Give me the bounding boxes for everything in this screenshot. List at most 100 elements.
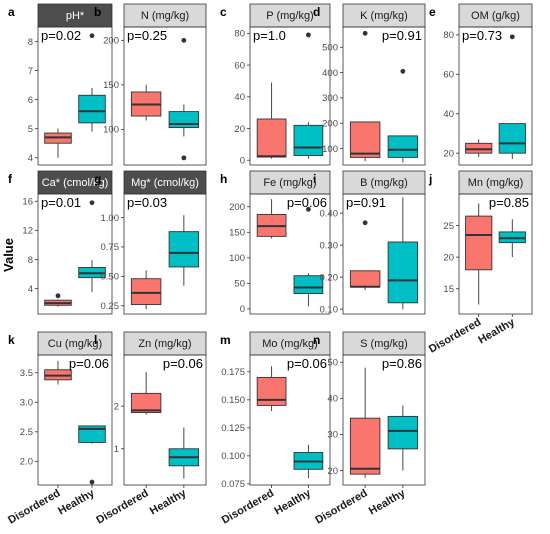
- panel-title-g: Mg* (cmol/kg): [131, 177, 199, 189]
- p-value-f: p=0.01: [41, 195, 81, 210]
- y-tick-label-n: 30: [327, 430, 338, 441]
- p-value-n: p=0.86: [382, 356, 422, 371]
- panel-border-f: [37, 193, 113, 315]
- y-tick-label-c: 40: [234, 92, 245, 103]
- outlier-i-disordered: [362, 220, 368, 226]
- outlier-d-disordered: [362, 30, 368, 36]
- panel-title-a: pH*: [66, 10, 85, 22]
- y-tick-label-k: 3.5: [20, 368, 33, 379]
- panel-c: P (mg/kg) c 0 20 40 60 80 p=1.0: [220, 3, 331, 167]
- x-label-n-disordered: Disordered: [313, 487, 369, 526]
- panel-title-c: P (mg/kg): [266, 10, 313, 22]
- panel-title-n: S (mg/kg): [360, 338, 408, 350]
- p-value-c: p=1.0: [253, 28, 286, 43]
- panel-letter-i: i: [313, 172, 316, 186]
- y-tick-label-m: 0.075: [221, 479, 245, 490]
- p-value-d: p=0.91: [382, 28, 422, 43]
- panel-k: Cu (mg/kg) k 2.0 2.5 3.0 3.5 p=0.06 DisorderedH…: [6, 331, 113, 527]
- box-d-disordered: [349, 121, 381, 158]
- box-i-healthy: [387, 241, 419, 304]
- outlier-f-disordered: [55, 293, 61, 299]
- outlier-c-healthy: [306, 32, 311, 38]
- y-tick-label-h: 50: [234, 279, 245, 290]
- box-c-healthy: [293, 124, 324, 156]
- panel-title-k: Cu (mg/kg): [48, 338, 102, 350]
- box-c-disordered: [256, 118, 287, 158]
- panel-letter-g: g: [94, 172, 101, 186]
- panel-border-m: [249, 354, 331, 486]
- box-g-healthy: [168, 231, 200, 268]
- panel-letter-j: j: [428, 172, 432, 186]
- panel-border-k: [37, 354, 113, 486]
- x-label-n-healthy: Healthy: [367, 487, 408, 518]
- outlier-b-healthy: [181, 155, 187, 161]
- y-axis-title: Value: [1, 238, 16, 272]
- p-value-e: p=0.73: [462, 28, 502, 43]
- panel-title-i: B (mg/kg): [360, 177, 408, 189]
- box-b-healthy: [168, 111, 200, 129]
- y-tick-label-f: 16: [22, 197, 33, 208]
- y-tick-label-m: 0.125: [221, 423, 245, 434]
- y-tick-label-e: 40: [443, 109, 454, 120]
- x-label-k-disordered: Disordered: [6, 487, 62, 526]
- panel-border-l: [123, 354, 207, 486]
- y-tick-label-k: 3.0: [20, 398, 33, 409]
- box-n-disordered: [349, 417, 381, 475]
- panel-border-n: [342, 354, 426, 486]
- panel-border-g: [123, 193, 207, 315]
- y-tick-label-b: 200: [103, 36, 119, 47]
- y-tick-label-c: 20: [234, 124, 245, 135]
- panel-letter-f: f: [8, 172, 13, 186]
- y-tick-label-m: 0.175: [221, 367, 245, 378]
- panel-border-c: [249, 26, 331, 166]
- y-tick-label-d: 400: [322, 68, 338, 79]
- y-tick-label-n: 40: [327, 394, 338, 405]
- y-tick-label-i: 0.10: [320, 305, 339, 316]
- y-tick-label-a: 7: [28, 66, 33, 77]
- y-tick-label-k: 2.5: [20, 427, 33, 438]
- box-i-disordered: [349, 270, 381, 288]
- y-tick-label-e: 20: [443, 148, 454, 159]
- panel-letter-e: e: [429, 5, 436, 19]
- x-label-j-healthy: Healthy: [476, 316, 517, 347]
- panel-i: B (mg/kg) i 0.10 0.20 0.30 0.40 p=0.91: [313, 170, 426, 316]
- y-tick-label-b: 100: [103, 125, 119, 136]
- box-h-healthy: [293, 275, 324, 295]
- panel-d: K (mg/kg) d 100 200 300 400 500 p=0.91: [313, 3, 426, 166]
- panel-letter-h: h: [220, 172, 227, 186]
- outlier-k-healthy: [89, 479, 95, 485]
- y-tick-label-j: 25: [443, 221, 454, 232]
- panel-n: S (mg/kg) n 20 30 40 50 p=0.86 DisorderedHealth…: [313, 331, 426, 527]
- panel-letter-n: n: [313, 333, 320, 347]
- y-tick-label-f: 8: [28, 255, 33, 266]
- y-tick-label-l: 2: [114, 401, 119, 412]
- panel-border-b: [123, 26, 207, 166]
- y-tick-label-a: 5: [28, 124, 33, 135]
- panel-letter-d: d: [313, 5, 320, 19]
- panel-border-e: [458, 26, 533, 166]
- outlier-d-healthy: [400, 68, 406, 74]
- panel-title-f: Ca* (cmol/kg): [42, 177, 109, 189]
- y-tick-label-l: 1: [114, 444, 119, 455]
- y-tick-label-a: 6: [28, 95, 33, 106]
- outlier-a-healthy: [89, 33, 95, 39]
- panel-title-d: K (mg/kg): [360, 10, 408, 22]
- p-value-h: p=0.06: [287, 195, 327, 210]
- box-n-healthy: [387, 415, 419, 450]
- panel-border-d: [342, 26, 426, 166]
- panel-h: Fe (mg/kg) h 0 50 100 150 200 p=0.06: [220, 170, 331, 315]
- panel-title-b: N (mg/kg): [141, 10, 189, 22]
- x-label-j-disordered: Disordered: [427, 316, 483, 355]
- panel-letter-l: l: [94, 333, 97, 347]
- y-tick-label-h: 200: [229, 202, 245, 213]
- p-value-b: p=0.25: [127, 28, 167, 43]
- y-tick-label-i: 0.30: [320, 241, 339, 252]
- x-label-m-disordered: Disordered: [220, 487, 276, 526]
- y-tick-label-k: 2.0: [20, 457, 33, 468]
- y-tick-label-d: 100: [322, 144, 338, 155]
- p-value-l: p=0.06: [163, 356, 203, 371]
- p-value-j: p=0.85: [489, 195, 529, 210]
- y-tick-label-c: 80: [234, 29, 245, 40]
